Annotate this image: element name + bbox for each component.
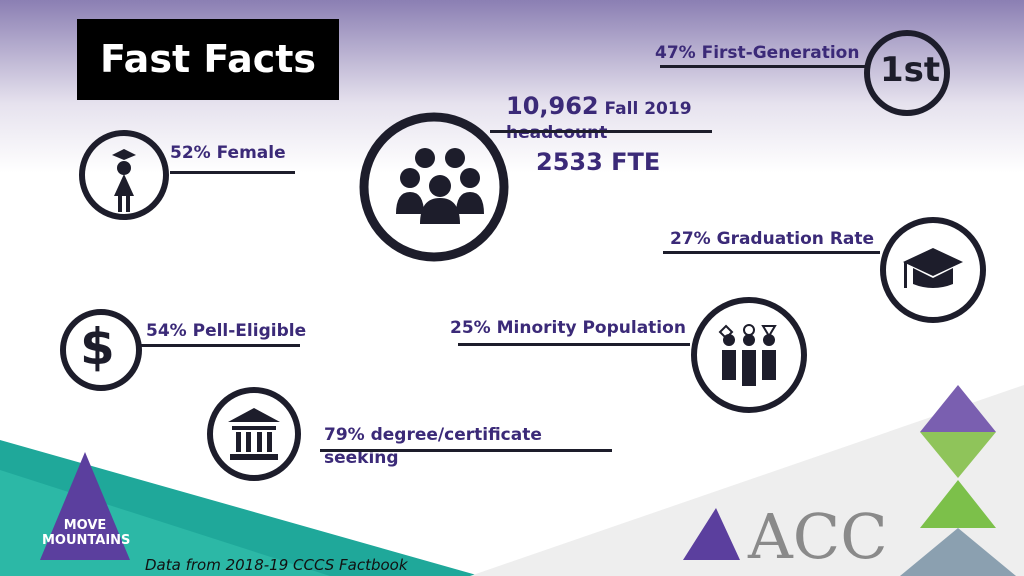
dollar-icon: $ [80, 318, 115, 376]
underline [663, 251, 880, 254]
headcount: 10,962 Fall 2019 headcount [506, 94, 716, 145]
first-icon: 1st [880, 50, 941, 90]
acc-logo: ACC [748, 500, 888, 573]
graduation: 27% Graduation Rate [670, 229, 875, 249]
underline [490, 130, 712, 133]
source: Data from 2018-19 CCCS Factbook [145, 556, 408, 574]
underline [170, 171, 295, 174]
underline [140, 344, 300, 347]
title: Fast Facts [99, 37, 317, 81]
headcount-label: Fall 2019 headcount [506, 99, 692, 143]
first-generation: 47% First-Generation [655, 43, 860, 63]
headcount-number: 10,962 [506, 92, 599, 120]
minority: 25% Minority Population [450, 318, 686, 338]
pell: 54% Pell-Eligible [146, 321, 307, 341]
fte: 2533 FTE [536, 148, 661, 176]
underline [660, 65, 865, 68]
move-mountains: MOVE MOUNTAINS [42, 518, 131, 548]
female: 52% Female [170, 143, 286, 163]
underline [458, 343, 690, 346]
underline [320, 449, 612, 452]
degree: 79% degree/certificate seeking [324, 425, 542, 468]
title-box [77, 19, 339, 100]
